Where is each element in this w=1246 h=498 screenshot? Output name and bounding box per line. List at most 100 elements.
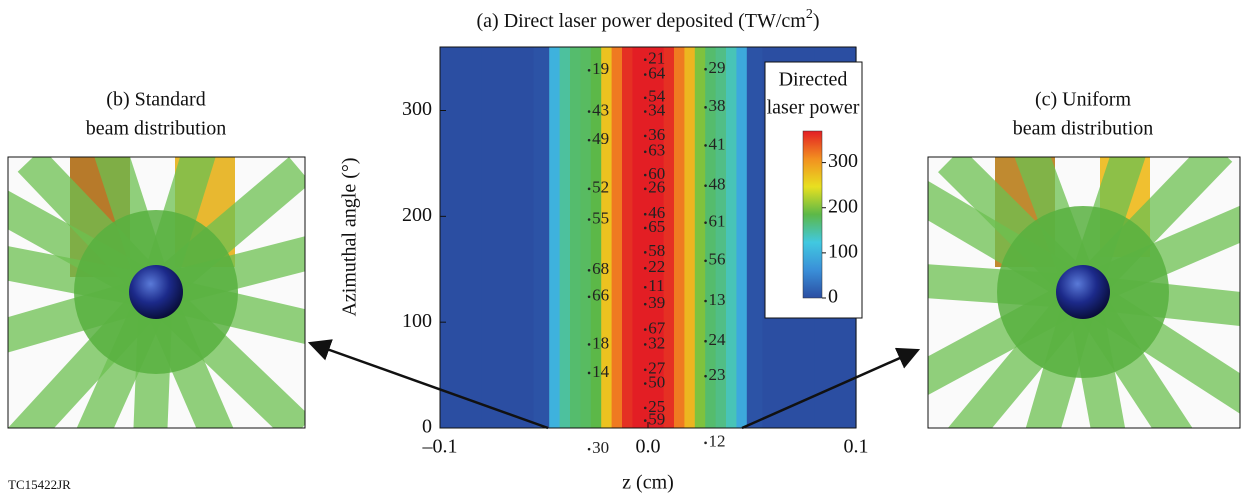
beam-dot	[644, 110, 647, 113]
heat-stripe	[695, 47, 706, 428]
colorbar-label: laser power	[767, 97, 860, 119]
beam-label: 18	[592, 333, 609, 352]
heat-stripe	[726, 47, 737, 428]
colorbar-scale	[803, 131, 822, 298]
beam-dot	[644, 303, 647, 306]
beam-dot	[588, 448, 591, 451]
figure-id: TC15422JR	[8, 477, 71, 492]
y-tick-label: 300	[402, 98, 432, 120]
beam-label: 66	[592, 286, 609, 305]
heat-stripe	[622, 47, 633, 428]
beam-dot	[704, 300, 707, 303]
heat-stripe	[580, 47, 591, 428]
beam-dot	[588, 69, 591, 72]
beam-label: 52	[592, 178, 609, 197]
heat-stripe	[736, 47, 747, 428]
beam-dot	[588, 295, 591, 298]
x-tick-label: –0.1	[422, 436, 458, 458]
beam-dot	[588, 218, 591, 221]
beam-label: 13	[709, 290, 726, 309]
beam-dot	[704, 259, 707, 262]
beam-dot	[704, 340, 707, 343]
heat-stripe	[632, 47, 643, 428]
x-axis-label: z (cm)	[622, 472, 674, 494]
heat-stripe	[534, 47, 550, 428]
heat-stripe	[440, 47, 482, 428]
heat-stripe	[674, 47, 685, 428]
beam-dot	[644, 97, 647, 100]
colorbar-label: Directed	[779, 69, 848, 91]
beam-label: 68	[592, 259, 609, 278]
beam-dot	[644, 419, 647, 422]
beam-label: 64	[648, 63, 666, 82]
colorbar-tick-label: 300	[828, 150, 858, 172]
beam-dot	[588, 188, 591, 191]
beam-label: 41	[709, 134, 726, 153]
beam-label: 34	[648, 100, 666, 119]
beam-dot	[644, 135, 647, 138]
beam-dot	[704, 221, 707, 224]
beam-dot	[644, 213, 647, 216]
beam-dot	[704, 68, 707, 71]
beam-label: 12	[709, 432, 726, 451]
heat-stripe	[560, 47, 571, 428]
beam-label: 49	[592, 129, 609, 148]
beam-label: 55	[592, 208, 609, 227]
beam-dot	[644, 227, 647, 230]
heat-stripe	[684, 47, 695, 428]
beam-dot	[704, 184, 707, 187]
x-tick-label: 0.1	[844, 436, 869, 458]
colorbar-tick-label: 0	[828, 286, 838, 308]
beam-label: 26	[648, 178, 665, 197]
beam-label: 43	[592, 100, 609, 119]
beam-label: 61	[709, 212, 726, 231]
beam-dot	[704, 106, 707, 109]
x-tick-label: 0.0	[636, 436, 661, 458]
y-tick-label: 0	[422, 416, 432, 438]
heat-stripe	[664, 47, 675, 428]
heat-stripe	[549, 47, 560, 428]
beam-dot	[644, 382, 647, 385]
beam-dot	[644, 58, 647, 61]
beam-dot	[644, 251, 647, 254]
beam-label: 50	[648, 372, 665, 391]
colorbar: Directed laser power 0 100 200 300	[765, 62, 862, 318]
beam-dot	[588, 372, 591, 375]
panel-title: beam distribution	[1013, 118, 1154, 140]
beam-dot	[644, 174, 647, 177]
beam-dot	[644, 368, 647, 371]
beam-dot	[588, 269, 591, 272]
beam-dot	[704, 144, 707, 147]
beam-dot	[644, 328, 647, 331]
beam-label: 39	[648, 293, 665, 312]
beam-dot	[644, 150, 647, 153]
beam-label: 59	[648, 409, 665, 428]
beam-label: 23	[709, 365, 726, 384]
beam-dot	[704, 375, 707, 378]
colorbar-tick-label: 100	[828, 240, 858, 262]
beam-label: 24	[709, 330, 727, 349]
beam-label: 29	[709, 58, 726, 77]
heat-stripe	[747, 47, 763, 428]
y-axis-label: Azimuthal angle (°)	[339, 157, 361, 316]
panel-title: beam distribution	[86, 118, 227, 140]
panel-title: (b) Standard	[106, 89, 205, 111]
figure: (b) Standard beam distribution (c) Unifo…	[0, 0, 1246, 498]
beam-dot	[644, 73, 647, 76]
beam-dot	[644, 343, 647, 346]
beam-label: 48	[709, 175, 726, 194]
beam-dot	[588, 139, 591, 142]
beam-label: 32	[648, 333, 665, 352]
heat-stripe	[612, 47, 623, 428]
y-tick-label: 100	[402, 310, 432, 332]
beam-dot	[588, 343, 591, 346]
colorbar-tick-label: 200	[828, 195, 858, 217]
beam-dot	[644, 407, 647, 410]
beam-label: 63	[648, 141, 665, 160]
beam-dot	[644, 188, 647, 191]
beam-label: 38	[709, 96, 726, 115]
panel-title: (c) Uniform	[1035, 89, 1132, 111]
beam-label: 65	[648, 217, 665, 236]
beam-label: 22	[648, 257, 665, 276]
chart-title: (a) Direct laser power deposited (TW/cm2…	[477, 7, 820, 31]
